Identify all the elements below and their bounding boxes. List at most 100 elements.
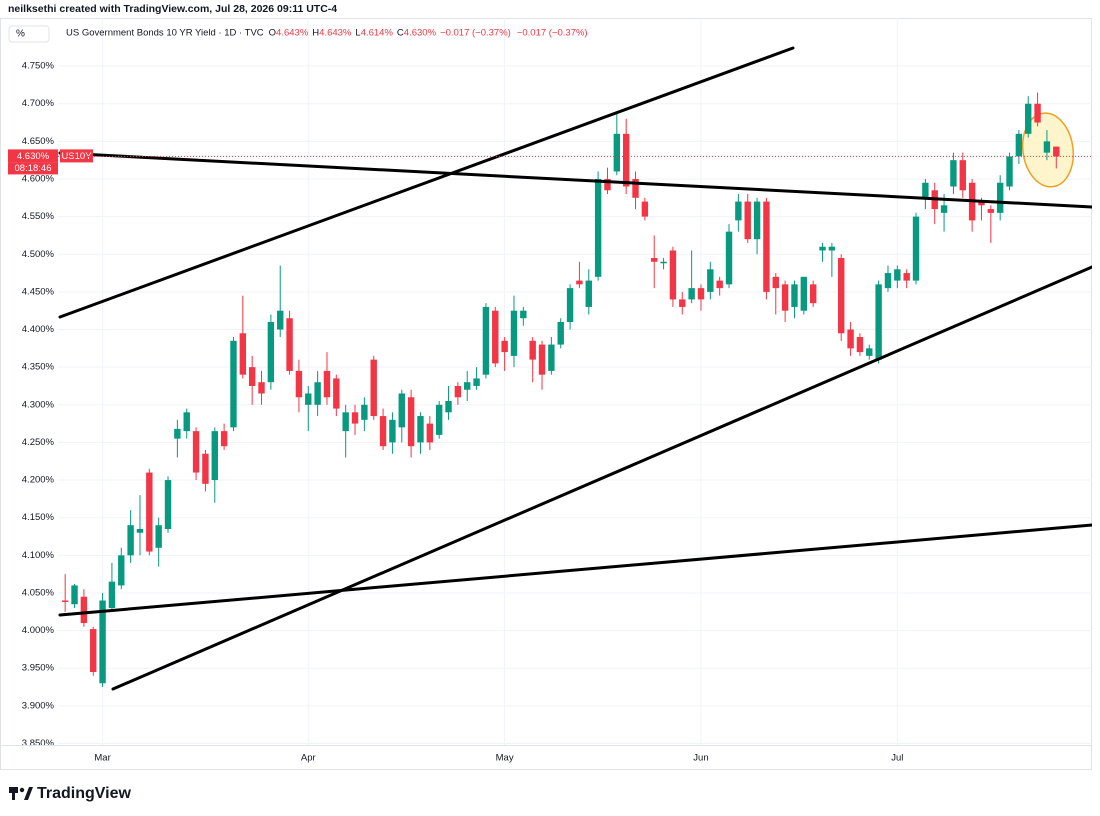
candle-body	[838, 258, 845, 334]
candle-body	[417, 416, 424, 443]
y-tick-label: 3.900%	[22, 700, 55, 711]
candle-body	[314, 382, 321, 405]
candle-body	[258, 382, 265, 394]
y-tick-label: 4.450%	[22, 286, 55, 297]
candle-body	[707, 269, 714, 292]
y-tick-label: 4.700%	[22, 98, 55, 109]
candle-body	[884, 273, 892, 289]
candle-body	[379, 416, 387, 447]
candle-body	[987, 209, 995, 213]
candle-body	[585, 280, 592, 307]
y-tick-label: 4.000%	[22, 625, 55, 636]
candle-body	[1006, 156, 1013, 187]
candle-body	[576, 280, 583, 285]
candle-body	[99, 600, 106, 684]
y-tick-label: 4.150%	[22, 512, 55, 523]
candle-body	[80, 596, 88, 624]
y-tick-label: 4.250%	[22, 437, 55, 448]
y-tick-label: 4.750%	[22, 61, 55, 72]
candle-body	[267, 321, 275, 383]
countdown-box	[8, 162, 58, 175]
ohlc-key: H	[312, 28, 319, 39]
candle-body	[781, 284, 789, 311]
candle-body	[613, 133, 621, 172]
ohlc-value: 4.643%	[319, 28, 352, 39]
candle-body	[426, 423, 434, 443]
y-tick-label: 4.500%	[22, 249, 55, 260]
candle-body	[473, 378, 480, 386]
candle-body	[800, 276, 808, 311]
trendlines	[58, 46, 1092, 691]
candle-body	[305, 393, 312, 405]
candle-body	[866, 348, 873, 356]
candle-body	[71, 585, 78, 605]
x-tick-label: Jun	[693, 753, 708, 764]
candle-body	[809, 284, 817, 304]
y-tick-label: 3.850%	[22, 738, 55, 749]
candle-body	[136, 528, 144, 533]
candle-body	[211, 431, 218, 481]
candle-body	[529, 340, 536, 360]
ohlc-value: 4.630%	[404, 28, 437, 39]
candle-body	[538, 344, 546, 375]
candle-body	[716, 280, 723, 289]
candle-body	[295, 370, 303, 398]
candle-body	[1034, 103, 1041, 123]
candle-body	[697, 288, 705, 300]
candle-body	[641, 201, 649, 217]
candle-body	[847, 329, 854, 349]
candle-body	[230, 340, 237, 428]
brand-name: TradingView	[37, 785, 132, 802]
scale-button[interactable]	[8, 25, 50, 43]
candle-body	[903, 273, 910, 281]
trendline	[111, 265, 1092, 691]
y-tick-label: 4.300%	[22, 399, 55, 410]
x-tick-label: Jul	[891, 753, 903, 764]
candle-body	[445, 401, 452, 413]
candle-body	[604, 178, 611, 191]
candle-body	[90, 629, 97, 672]
y-tick-label: 4.200%	[22, 475, 55, 486]
candle-body	[183, 412, 190, 432]
candle-body	[819, 246, 826, 251]
candle-body	[772, 276, 779, 289]
price-axis: 3.850% 3.900% 3.950% 4.000% 4.050% 4.100% 4.15…	[22, 61, 55, 749]
candle-body	[651, 258, 658, 262]
y-tick-label: 4.650%	[22, 136, 55, 147]
trendline	[58, 46, 795, 319]
candle-body	[454, 385, 462, 398]
candle-body	[856, 337, 864, 353]
candle-body	[164, 480, 172, 529]
candles	[61, 92, 1060, 688]
candle-body	[520, 310, 527, 319]
candle-body	[660, 261, 667, 264]
candle-body	[557, 321, 564, 345]
candle-body	[333, 378, 340, 409]
candle-body	[922, 182, 929, 198]
candle-body	[669, 250, 677, 300]
scale-button-label[interactable]: %	[16, 29, 25, 40]
candle-body	[492, 310, 499, 364]
change-value: −0.017 (−0.37%)	[440, 28, 511, 39]
trendline	[58, 523, 1092, 617]
logo-shape	[24, 787, 33, 800]
candle-body	[108, 581, 116, 609]
y-tick-label: 4.350%	[22, 362, 55, 373]
candle-body	[435, 404, 443, 435]
candle-body	[118, 555, 125, 586]
countdown: 08:18:46	[15, 163, 52, 174]
candle-body	[464, 382, 471, 390]
ohlc-value: 4.643%	[276, 28, 309, 39]
price-tag-price: 4.630%	[17, 151, 50, 162]
candle-body	[482, 306, 490, 375]
candle-body	[632, 178, 639, 198]
candle-body	[342, 412, 349, 432]
ohlc-key: O	[269, 28, 276, 39]
candle-body	[875, 284, 882, 360]
x-tick-label: Apr	[301, 753, 316, 764]
candle-body	[146, 472, 153, 552]
candle-body	[679, 299, 686, 307]
candle-body	[791, 284, 798, 307]
candle-body	[202, 453, 209, 484]
